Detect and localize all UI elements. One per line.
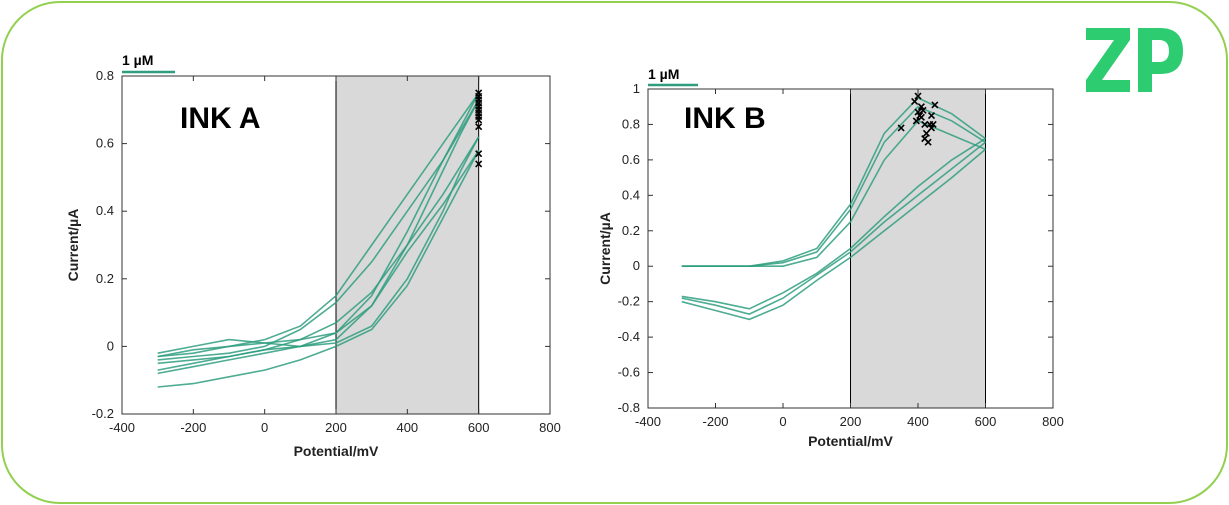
x-marker	[475, 150, 483, 158]
y-tick-label: 0	[633, 258, 640, 273]
x-tick-label: 200	[325, 420, 347, 435]
x-axis-label: Potential/mV	[808, 433, 893, 449]
x-tick-label: 200	[840, 414, 862, 429]
y-tick-label: -0.2	[92, 406, 114, 421]
series-line-6	[157, 149, 480, 354]
x-tick-label: 800	[539, 420, 561, 435]
x-tick-label: 800	[1042, 414, 1064, 429]
x-tick-label: 0	[261, 420, 268, 435]
y-tick-label: 0	[107, 338, 114, 353]
x-tick-label: 0	[779, 414, 786, 429]
series-line-7	[157, 92, 480, 358]
y-axis-label: Current/µA	[65, 209, 81, 282]
x-tick-label: -200	[180, 420, 206, 435]
y-axis-label: Current/µA	[597, 212, 613, 285]
y-tick-label: 0.8	[96, 68, 114, 83]
x-marker	[914, 108, 922, 116]
chart-ink-a: -400 -200 0 200 400 600 800 -0.2 0 0.2 0.4 0.6 0.8 Po…	[65, 52, 561, 459]
x-tick-label: 400	[396, 420, 418, 435]
x-marker	[475, 116, 483, 124]
scale-bar-label: 1 µM	[648, 66, 679, 82]
series-line-4	[681, 148, 987, 321]
x-marker	[917, 103, 925, 111]
x-tick-label: 600	[975, 414, 997, 429]
y-tick-label: -0.8	[618, 400, 640, 415]
y-tick-label: 0.6	[622, 152, 640, 167]
chart-title: INK B	[684, 102, 766, 135]
series-line-2	[157, 99, 480, 361]
zp-logo	[1086, 28, 1183, 92]
x-marker	[914, 92, 922, 100]
x-tick-label: 600	[468, 420, 490, 435]
series-line-8	[157, 92, 480, 358]
x-marker	[897, 124, 905, 132]
x-marker	[931, 101, 939, 109]
x-marker	[912, 117, 920, 125]
y-tick-label: 0.4	[622, 187, 640, 202]
y-tick-label: 0.8	[622, 116, 640, 131]
chart-title: INK A	[180, 102, 261, 135]
x-marker	[927, 124, 936, 132]
zp-logo-p	[1138, 28, 1183, 92]
series-line-4	[157, 136, 480, 371]
y-tick-label: 0.6	[96, 136, 114, 151]
x-tick-label: -200	[702, 414, 728, 429]
y-tick-label: 1	[633, 81, 640, 96]
series-line-3	[157, 136, 480, 375]
scale-bar-label: 1 µM	[122, 52, 153, 68]
y-tick-label: -0.4	[618, 329, 640, 344]
x-marker	[924, 138, 932, 146]
x-marker	[475, 160, 483, 168]
series-line-6	[681, 137, 986, 310]
x-tick-label: -400	[109, 420, 135, 435]
series-line-1	[157, 99, 480, 365]
x-axis-label: Potential/mV	[294, 443, 379, 459]
x-marker	[917, 113, 925, 121]
zp-logo-z	[1086, 28, 1130, 92]
series-line-5	[157, 150, 480, 388]
y-tick-label: -0.6	[618, 365, 640, 380]
x-tick-label: -400	[635, 414, 661, 429]
shaded-region	[850, 88, 986, 409]
x-marker	[911, 97, 919, 105]
series-line-2	[681, 141, 986, 315]
y-tick-label: 0.2	[622, 223, 640, 238]
x-marker	[475, 123, 483, 131]
x-tick-label: 400	[907, 414, 929, 429]
y-tick-label: 0.4	[96, 203, 114, 218]
chart-ink-b: -400 -200 0 200 400 600 800 -0.8 -0.6 -0.4 -0.2 0 0.…	[597, 66, 1064, 449]
x-marker	[929, 120, 937, 129]
x-marker	[919, 106, 927, 114]
y-tick-label: 0.2	[96, 271, 114, 286]
x-marker	[927, 112, 936, 120]
x-marker	[922, 129, 931, 137]
y-tick-label: -0.2	[618, 294, 640, 309]
